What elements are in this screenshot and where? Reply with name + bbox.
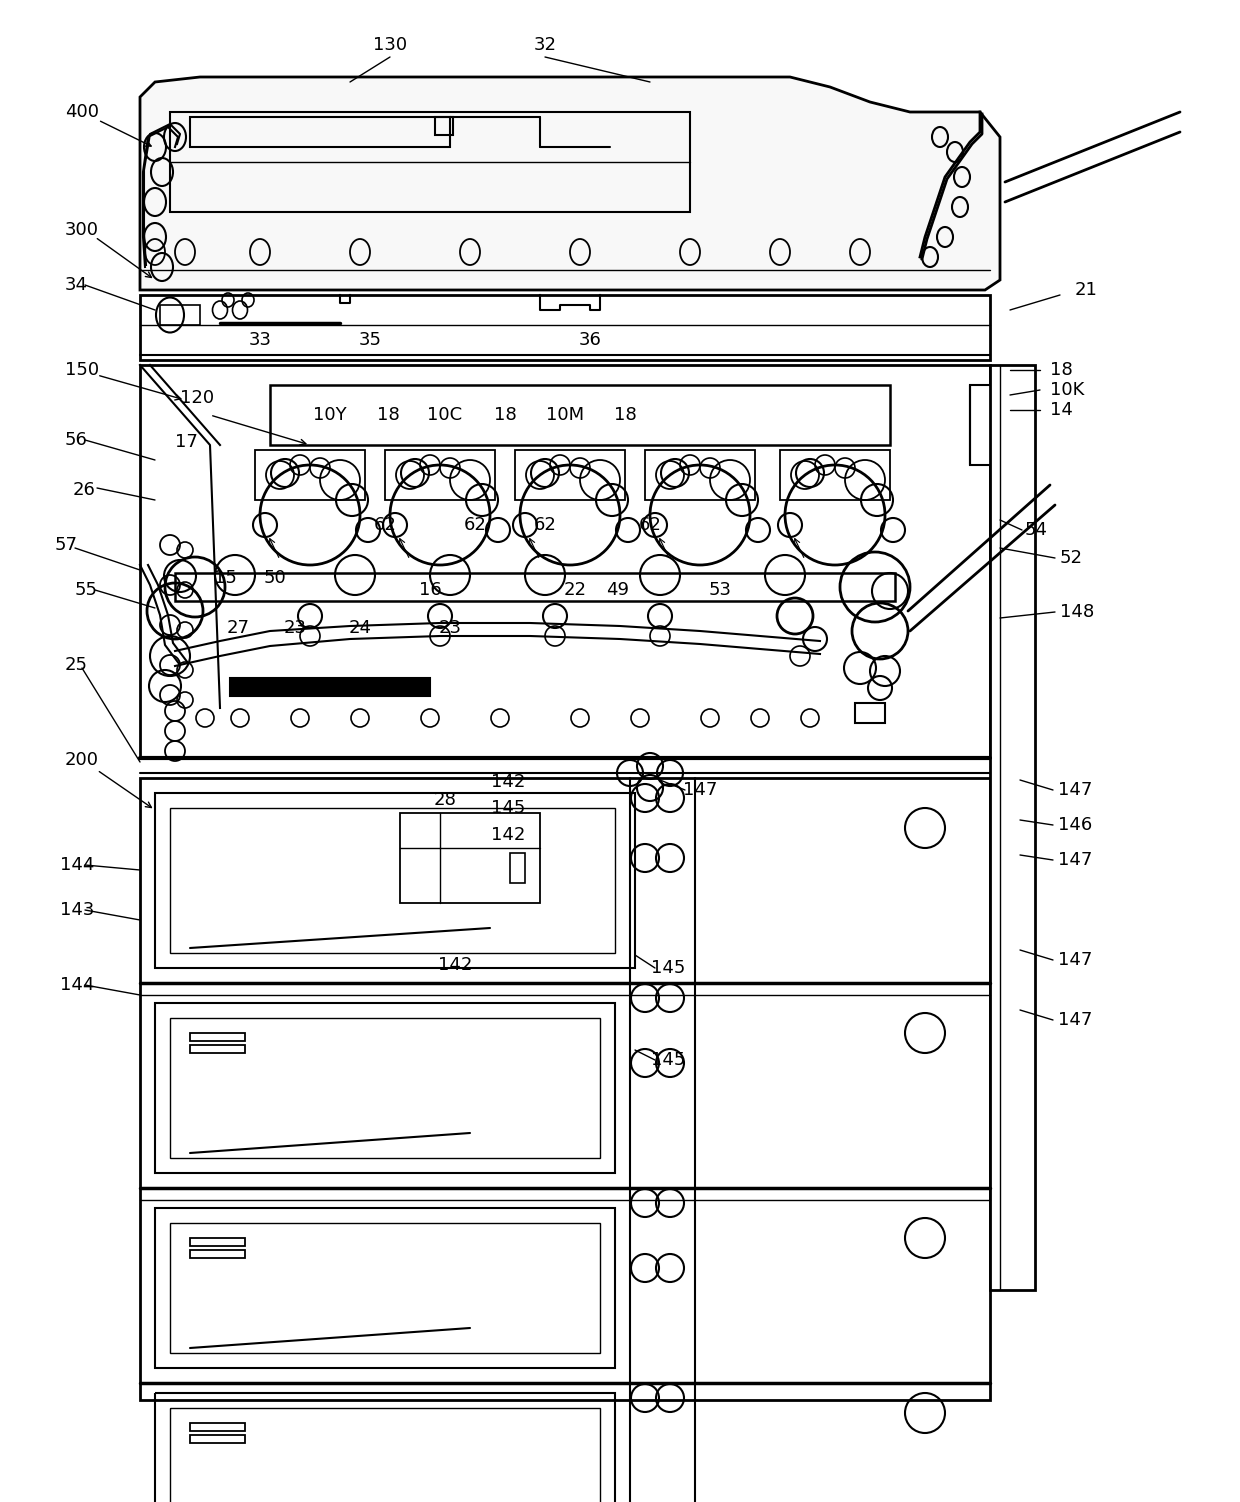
Text: 142: 142 [491, 774, 526, 792]
Bar [155, 1003, 615, 1173]
Text: 15: 15 [213, 569, 237, 587]
Text: 49: 49 [606, 581, 630, 599]
Bar [170, 1018, 600, 1158]
Text: 50: 50 [264, 569, 286, 587]
Text: 55: 55 [74, 581, 98, 599]
Text: 144: 144 [60, 976, 94, 994]
Text: 147: 147 [1058, 1011, 1092, 1029]
Bar [170, 1223, 600, 1353]
Bar [190, 1434, 246, 1443]
Text: 24: 24 [348, 619, 372, 637]
Text: 18: 18 [377, 406, 399, 424]
Bar [175, 572, 895, 601]
Bar [160, 305, 200, 324]
Text: 10C: 10C [428, 406, 463, 424]
Text: 56: 56 [64, 431, 88, 449]
Bar [190, 1422, 246, 1431]
Text: 23: 23 [439, 619, 461, 637]
Text: 400: 400 [64, 104, 99, 122]
Text: 62: 62 [639, 517, 661, 535]
Text: 145: 145 [651, 958, 686, 976]
Bar [510, 853, 525, 883]
Bar [401, 813, 539, 903]
Polygon shape [140, 77, 999, 290]
Text: 146: 146 [1058, 816, 1092, 834]
Text: 35: 35 [358, 330, 382, 348]
Text: 148: 148 [1060, 602, 1094, 620]
Text: 14: 14 [1050, 401, 1073, 419]
Bar [384, 451, 495, 500]
Text: 17: 17 [175, 433, 198, 451]
Bar [645, 451, 755, 500]
Bar [229, 677, 430, 695]
Text: 62: 62 [464, 517, 486, 535]
Text: 150: 150 [64, 360, 99, 379]
Bar [780, 451, 890, 500]
Bar [190, 1045, 246, 1053]
Bar [170, 1407, 600, 1502]
Text: 120: 120 [180, 389, 215, 407]
Text: 145: 145 [491, 799, 526, 817]
Bar [190, 117, 450, 147]
Bar [270, 385, 890, 445]
Text: 143: 143 [60, 901, 94, 919]
Text: 18: 18 [494, 406, 516, 424]
Bar [155, 1208, 615, 1368]
Text: 62: 62 [373, 517, 397, 535]
Bar [140, 294, 990, 360]
Text: 10M: 10M [546, 406, 584, 424]
Text: 142: 142 [438, 955, 472, 973]
Text: 22: 22 [563, 581, 587, 599]
Text: 36: 36 [579, 330, 601, 348]
Bar [190, 1033, 246, 1041]
Text: 144: 144 [60, 856, 94, 874]
Bar [255, 451, 365, 500]
Text: 142: 142 [491, 826, 526, 844]
Text: 57: 57 [55, 536, 78, 554]
Text: 32: 32 [533, 36, 557, 54]
Bar [155, 793, 635, 967]
Text: 52: 52 [1060, 550, 1083, 566]
Text: 200: 200 [64, 751, 99, 769]
Text: 145: 145 [651, 1051, 686, 1069]
Text: 147: 147 [1058, 781, 1092, 799]
Text: 147: 147 [683, 781, 717, 799]
Text: 21: 21 [1075, 281, 1097, 299]
Text: 18: 18 [1050, 360, 1073, 379]
Text: 16: 16 [419, 581, 441, 599]
Bar [856, 703, 885, 722]
Text: 26: 26 [72, 481, 95, 499]
Text: 28: 28 [434, 792, 456, 810]
Bar [190, 1238, 246, 1247]
Text: 33: 33 [248, 330, 272, 348]
Text: 10Y: 10Y [314, 406, 347, 424]
Text: 62: 62 [533, 517, 557, 535]
Bar [970, 385, 994, 466]
Text: 34: 34 [64, 276, 88, 294]
Bar [170, 113, 689, 212]
Text: 18: 18 [614, 406, 636, 424]
Text: 54: 54 [1025, 521, 1048, 539]
Text: 300: 300 [64, 221, 99, 239]
Text: 23: 23 [284, 619, 306, 637]
Text: 53: 53 [708, 581, 732, 599]
Bar [515, 451, 625, 500]
Text: 147: 147 [1058, 852, 1092, 870]
Text: 130: 130 [373, 36, 407, 54]
Bar [435, 117, 453, 135]
Bar [140, 365, 990, 759]
Text: 10K: 10K [1050, 382, 1084, 400]
Text: 27: 27 [227, 619, 249, 637]
Bar [140, 778, 990, 1400]
Bar [155, 1392, 615, 1502]
Text: 147: 147 [1058, 951, 1092, 969]
Bar [190, 1250, 246, 1259]
Text: 25: 25 [64, 656, 88, 674]
Bar [990, 365, 1035, 1290]
Bar [170, 808, 615, 952]
